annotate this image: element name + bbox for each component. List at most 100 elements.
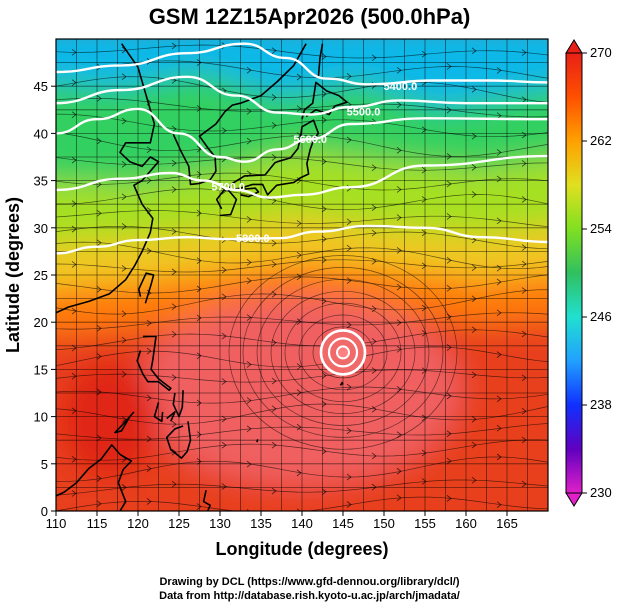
wind-arrow	[221, 127, 227, 135]
wind-arrow	[271, 441, 277, 449]
x-axis-ticks: 110 115 120 125 130 135 140 145 150 155 160 165	[46, 511, 518, 531]
x-tick-label: 120	[127, 516, 149, 531]
colorbar-bar	[565, 52, 583, 494]
wind-arrow	[171, 448, 177, 456]
wind-arrow	[271, 94, 277, 101]
wind-arrow	[446, 153, 452, 160]
wind-arrow	[171, 303, 177, 311]
y-tick-label: 5	[41, 457, 48, 472]
wind-arrow	[321, 205, 327, 213]
wind-arrow	[496, 217, 502, 225]
wind-arrow	[396, 494, 402, 502]
wind-arrow	[396, 431, 402, 438]
wind-arrow	[521, 480, 527, 488]
wind-arrow	[171, 159, 177, 167]
wind-arrow	[346, 73, 352, 80]
wind-arrow	[96, 353, 102, 360]
wind-arrow	[196, 314, 202, 322]
height-contours: 5400.0 5500.0 5600.0 5700.0 5800.0	[56, 42, 548, 255]
wind-arrow	[471, 441, 477, 449]
x-tick-label: 130	[209, 516, 231, 531]
wind-arrow	[396, 467, 402, 475]
wind-arrow	[246, 137, 252, 145]
wind-arrow	[321, 297, 327, 305]
coastline	[317, 43, 324, 77]
wind-arrow	[71, 200, 77, 207]
y-tick-label: 35	[34, 174, 48, 189]
wind-arrow	[321, 116, 327, 124]
wind-arrow	[371, 405, 377, 413]
x-tick-label: 125	[168, 516, 190, 531]
wind-arrow	[496, 264, 502, 272]
wind-arrow	[521, 196, 527, 203]
wind-arrow	[471, 132, 477, 140]
wind-arrow	[296, 220, 302, 227]
wind-arrow	[396, 247, 402, 254]
wind-arrow	[296, 363, 302, 370]
wind-arrow	[346, 501, 352, 508]
wind-arrow	[246, 361, 252, 368]
colorbar	[565, 39, 583, 507]
wind-arrow	[171, 42, 177, 50]
wind-arrow	[521, 374, 527, 382]
wind-arrow	[96, 475, 102, 482]
wind-arrow	[271, 290, 277, 298]
wind-arrow	[421, 196, 427, 203]
wind-arrow	[321, 372, 327, 380]
wind-arrow	[496, 453, 502, 461]
wind-arrow	[146, 498, 152, 505]
colorbar-tick-label: 246	[590, 309, 612, 324]
y-tick-label: 10	[34, 410, 48, 425]
wind-arrow	[446, 392, 452, 400]
wind-arrow	[271, 154, 277, 161]
coastline	[172, 43, 307, 186]
wind-arrow	[471, 415, 477, 423]
wind-arrow	[496, 501, 502, 509]
y-tick-label: 15	[34, 362, 48, 377]
coastline	[114, 411, 135, 434]
wind-arrow	[296, 318, 302, 326]
wind-arrow	[171, 331, 177, 338]
x-tick-label: 165	[496, 516, 518, 531]
height-contour-label: 5500.0	[347, 107, 381, 119]
wind-arrow	[396, 319, 402, 327]
wind-arrow	[271, 405, 277, 413]
wind-arrow	[121, 336, 127, 344]
wind-arrow	[196, 171, 202, 178]
wind-arrow	[146, 347, 152, 355]
wind-arrow	[446, 284, 452, 292]
wind-arrow	[521, 287, 527, 294]
height-contour-label: 5400.0	[384, 81, 418, 93]
wind-arrow	[446, 495, 452, 502]
wind-arrow	[71, 156, 77, 164]
wind-arrow	[121, 265, 127, 272]
wind-arrow	[246, 107, 252, 115]
wind-arrow	[346, 136, 352, 144]
wind-arrow	[446, 213, 452, 220]
wind-arrow	[396, 147, 402, 154]
x-tick-label: 160	[455, 516, 477, 531]
low-pressure-center	[319, 329, 367, 376]
wind-arrow	[171, 420, 177, 428]
wind-arrow	[346, 383, 352, 391]
height-contour-line	[56, 154, 548, 199]
wind-arrow	[346, 427, 352, 435]
colorbar-tick-label: 254	[590, 221, 612, 236]
wind-arrow	[321, 488, 327, 496]
wind-arrow	[146, 319, 152, 327]
wind-arrow	[471, 264, 477, 272]
wind-arrow	[196, 105, 202, 112]
wind-arrow	[421, 229, 427, 237]
wind-arrow	[371, 338, 377, 345]
wind-arrow	[346, 244, 352, 252]
colorbar-ticks: 270 262 254 246 238 230	[582, 45, 612, 500]
wind-arrow	[421, 304, 427, 312]
wind-arrow	[296, 469, 302, 477]
wind-arrow	[271, 47, 277, 54]
wind-arrow	[271, 377, 277, 385]
wind-arrow	[171, 268, 177, 276]
wind-arrow	[246, 66, 252, 74]
colorbar-tick-label: 270	[590, 45, 612, 60]
wind-arrow	[521, 160, 527, 167]
